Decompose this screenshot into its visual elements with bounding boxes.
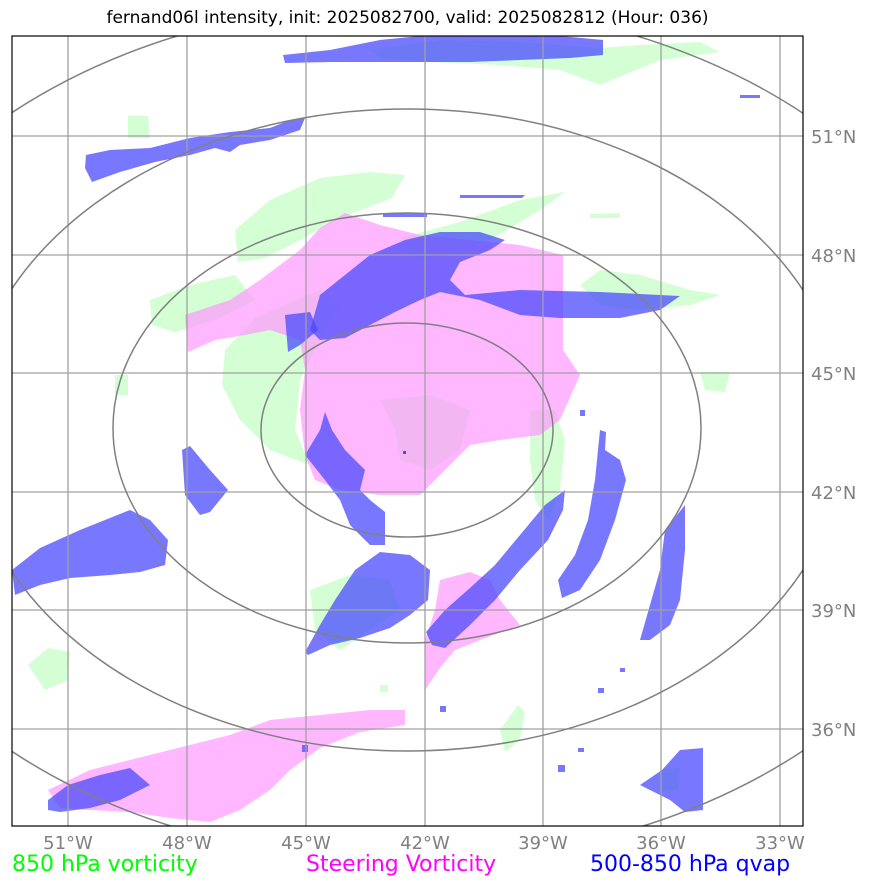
lat-label: 45°N — [811, 364, 856, 385]
lon-label: 39°W — [518, 833, 568, 854]
lon-label: 36°W — [636, 833, 686, 854]
legend-850-vorticity: 850 hPa vorticity — [12, 852, 198, 877]
distance-rings — [12, 36, 803, 826]
lat-tick-labels: 51°N 48°N 45°N 42°N 39°N 36°N — [811, 127, 856, 741]
lat-label: 36°N — [811, 720, 856, 741]
lat-label: 42°N — [811, 483, 856, 504]
figure-title: fernand06l intensity, init: 2025082700, … — [106, 8, 709, 28]
steering-vorticity-layer — [48, 213, 580, 822]
lat-label: 51°N — [811, 127, 856, 148]
legend-steering-vorticity: Steering Vorticity — [306, 852, 497, 877]
lat-label: 39°N — [811, 601, 856, 622]
plot-frame — [11, 35, 804, 827]
storm-center-marker — [403, 451, 406, 454]
lat-label: 48°N — [811, 246, 856, 267]
lon-label: 42°W — [400, 833, 450, 854]
lon-label: 48°W — [162, 833, 212, 854]
legend-qvap: 500-850 hPa qvap — [590, 852, 791, 877]
qvap-layer — [12, 36, 760, 812]
lon-label: 51°W — [43, 833, 93, 854]
lon-tick-labels: 51°W 48°W 45°W 42°W 39°W 36°W 33°W — [43, 833, 805, 854]
lon-label: 33°W — [755, 833, 805, 854]
lon-label: 45°W — [281, 833, 331, 854]
